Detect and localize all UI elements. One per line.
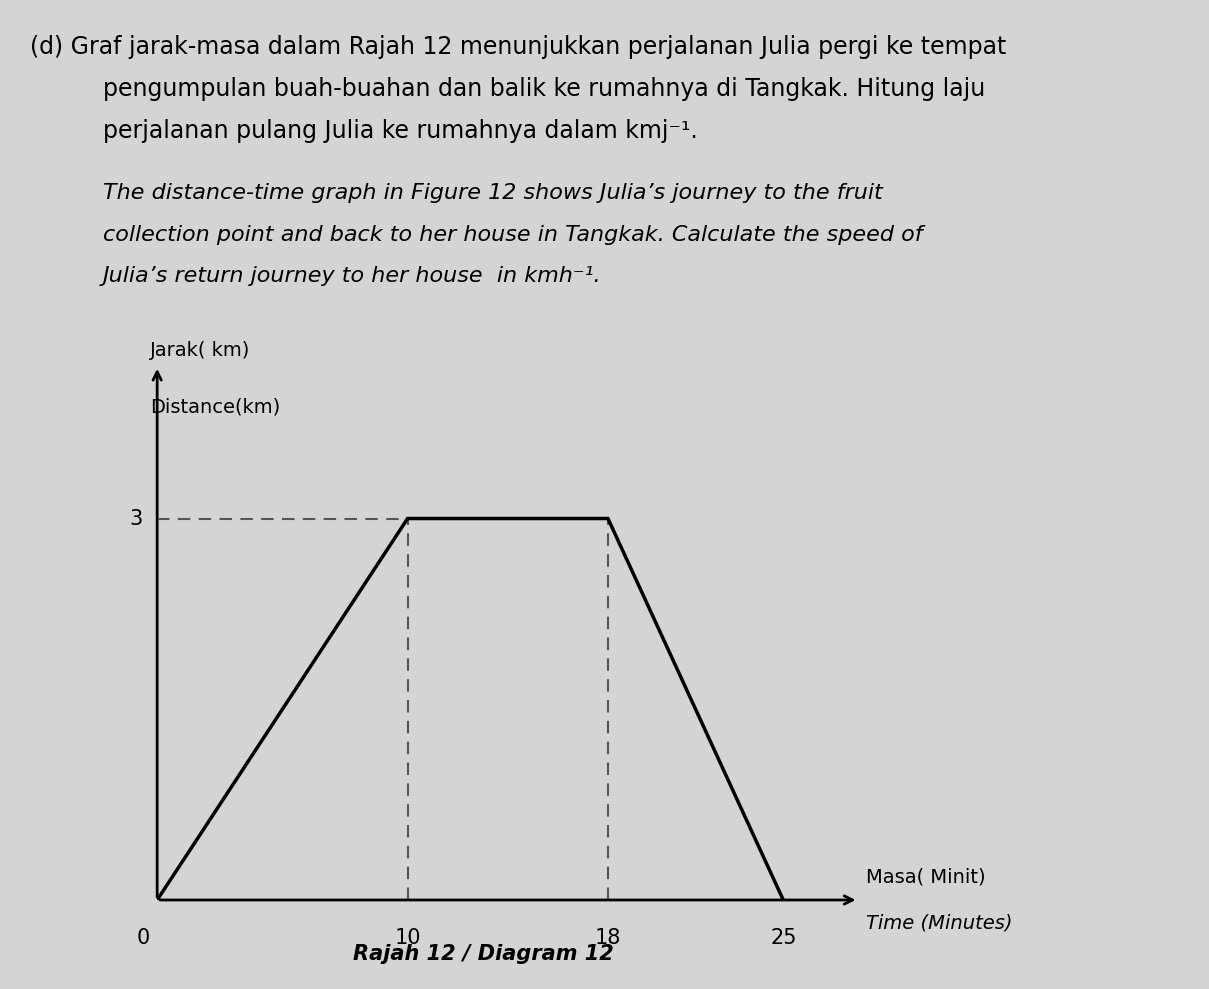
Text: 25: 25 — [770, 928, 797, 948]
Text: Jarak( km): Jarak( km) — [150, 340, 250, 360]
Text: 0: 0 — [137, 928, 150, 948]
Text: 18: 18 — [595, 928, 621, 948]
Text: 10: 10 — [394, 928, 421, 948]
Text: Julia’s return journey to her house  in kmh⁻¹.: Julia’s return journey to her house in k… — [103, 266, 601, 286]
Text: perjalanan pulang Julia ke rumahnya dalam kmj⁻¹.: perjalanan pulang Julia ke rumahnya dala… — [103, 119, 698, 142]
Text: Masa( Minit): Masa( Minit) — [866, 867, 985, 886]
Text: The distance-time graph in Figure 12 shows Julia’s journey to the fruit: The distance-time graph in Figure 12 sho… — [103, 183, 883, 203]
Text: Distance(km): Distance(km) — [150, 398, 280, 416]
Text: collection point and back to her house in Tangkak. Calculate the speed of: collection point and back to her house i… — [103, 225, 922, 244]
Text: Time (Minutes): Time (Minutes) — [866, 914, 1012, 933]
Text: Rajah 12 / Diagram 12: Rajah 12 / Diagram 12 — [353, 944, 614, 964]
Text: pengumpulan buah-buahan dan balik ke rumahnya di Tangkak. Hitung laju: pengumpulan buah-buahan dan balik ke rum… — [103, 77, 985, 101]
Text: 3: 3 — [129, 508, 143, 528]
Text: (d) Graf jarak-masa dalam Rajah 12 menunjukkan perjalanan Julia pergi ke tempat: (d) Graf jarak-masa dalam Rajah 12 menun… — [30, 35, 1007, 58]
